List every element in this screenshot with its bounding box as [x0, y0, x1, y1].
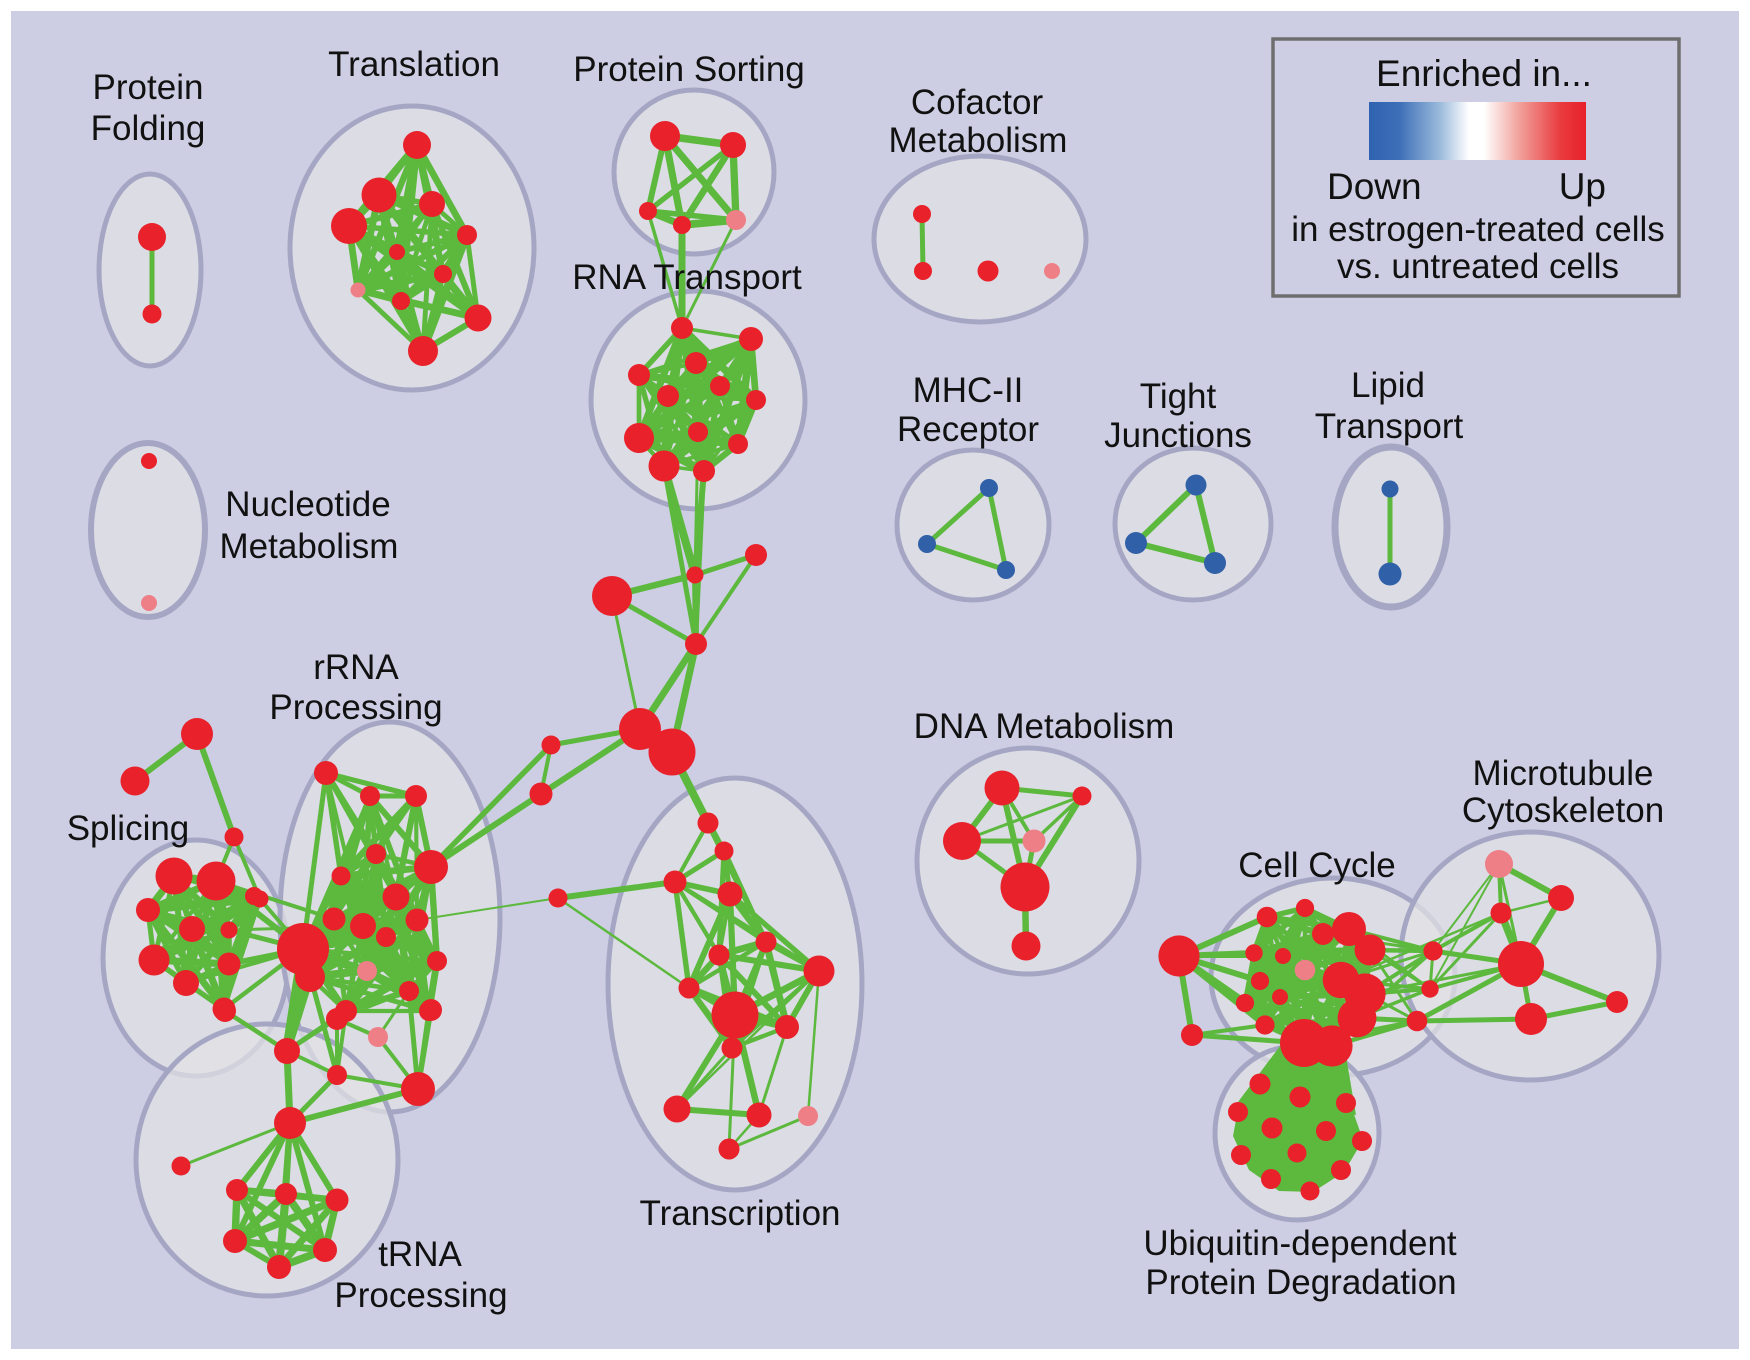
svg-text:Splicing: Splicing — [67, 809, 190, 848]
svg-text:Ubiquitin-dependent: Ubiquitin-dependent — [1143, 1224, 1457, 1263]
svg-text:Junctions: Junctions — [1104, 416, 1252, 455]
svg-text:Translation: Translation — [328, 45, 500, 84]
svg-text:Transcription: Transcription — [640, 1194, 841, 1233]
svg-text:Tight: Tight — [1140, 377, 1217, 416]
svg-text:RNA Transport: RNA Transport — [572, 258, 802, 297]
svg-text:MHC-II: MHC-II — [913, 371, 1024, 410]
svg-text:Protein: Protein — [93, 68, 204, 107]
svg-text:Down: Down — [1327, 166, 1422, 207]
svg-text:Cytoskeleton: Cytoskeleton — [1462, 791, 1664, 830]
svg-text:Processing: Processing — [334, 1276, 507, 1315]
svg-text:Metabolism: Metabolism — [220, 527, 399, 566]
svg-text:Transport: Transport — [1315, 407, 1464, 446]
svg-text:Cell Cycle: Cell Cycle — [1238, 846, 1396, 885]
svg-text:rRNA: rRNA — [313, 648, 399, 687]
svg-text:vs. untreated cells: vs. untreated cells — [1337, 247, 1619, 286]
svg-text:DNA Metabolism: DNA Metabolism — [914, 707, 1175, 746]
svg-text:Protein Degradation: Protein Degradation — [1145, 1263, 1456, 1302]
svg-text:Lipid: Lipid — [1351, 366, 1425, 405]
svg-text:Processing: Processing — [269, 688, 442, 727]
svg-text:Folding: Folding — [91, 109, 206, 148]
svg-text:Metabolism: Metabolism — [889, 121, 1068, 160]
svg-text:Enriched in...: Enriched in... — [1376, 53, 1592, 94]
svg-text:Protein Sorting: Protein Sorting — [573, 50, 805, 89]
svg-text:Receptor: Receptor — [897, 410, 1039, 449]
svg-text:Microtubule: Microtubule — [1473, 754, 1654, 793]
svg-text:in estrogen-treated cells: in estrogen-treated cells — [1291, 210, 1665, 249]
svg-text:tRNA: tRNA — [378, 1235, 462, 1274]
svg-text:Cofactor: Cofactor — [911, 83, 1044, 122]
svg-text:Up: Up — [1559, 166, 1606, 207]
svg-text:Nucleotide: Nucleotide — [225, 485, 390, 524]
